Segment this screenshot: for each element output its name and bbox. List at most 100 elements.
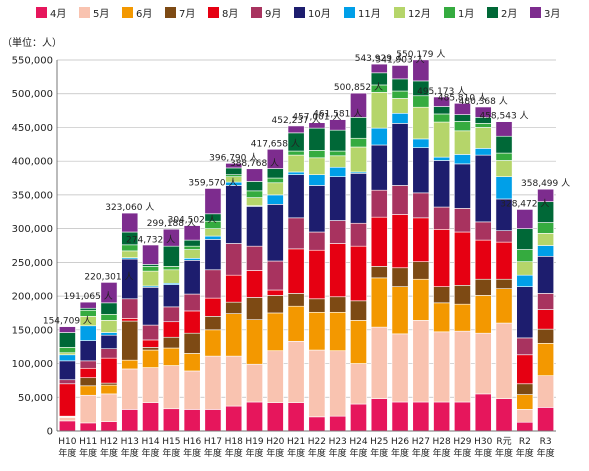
bar-segment-21-3 bbox=[495, 278, 513, 289]
y-tick-label: 550,000 bbox=[12, 56, 53, 67]
bar-segment-1-11 bbox=[79, 301, 97, 309]
bar-segment-11-11 bbox=[287, 125, 305, 134]
bar-segment-3-1 bbox=[121, 368, 139, 410]
bar-segment-9-4 bbox=[246, 270, 263, 298]
bar-segment-19-1 bbox=[454, 330, 471, 403]
bar-segment-11-5 bbox=[287, 217, 305, 250]
bar-segment-21-5 bbox=[495, 230, 513, 243]
bar-segment-20-1 bbox=[474, 332, 492, 395]
bar-segment-4-3 bbox=[142, 347, 159, 351]
bar-segment-11-8 bbox=[287, 154, 305, 173]
x-tick-label-7-0: H17 bbox=[204, 437, 222, 447]
x-tick-label-0-1: 年度 bbox=[58, 447, 76, 459]
bar-segment-15-2 bbox=[370, 277, 388, 328]
bar-segment-2-3 bbox=[100, 382, 118, 386]
bar-segment-5-6 bbox=[162, 284, 180, 308]
bar-segment-0-11 bbox=[58, 326, 76, 333]
bar-segment-4-0 bbox=[142, 402, 159, 432]
legend-swatch-5 bbox=[251, 7, 262, 18]
bar-segment-9-5 bbox=[246, 245, 263, 271]
bar-segment-4-9 bbox=[142, 266, 159, 272]
x-tick-label-21-1: 年度 bbox=[495, 447, 513, 459]
legend-label-4: 8月 bbox=[222, 8, 238, 20]
legend-label-8: 12月 bbox=[408, 8, 431, 20]
bar-segment-0-10 bbox=[58, 332, 76, 348]
legend-label-7: 11月 bbox=[358, 8, 381, 20]
bar-segment-5-5 bbox=[162, 306, 180, 323]
bar-segment-16-5 bbox=[391, 185, 409, 215]
bar-segment-3-8 bbox=[121, 250, 139, 258]
total-label-22: 328,472 人 bbox=[500, 198, 549, 209]
y-tick-label: 0 bbox=[47, 427, 53, 438]
bar-segment-21-4 bbox=[495, 241, 513, 280]
bar-segment-20-2 bbox=[474, 295, 492, 334]
legend-label-5: 9月 bbox=[265, 8, 281, 20]
bar-segment-18-5 bbox=[433, 206, 451, 230]
bar-segment-19-11 bbox=[454, 102, 471, 115]
x-tick-label-2-1: 年度 bbox=[100, 447, 118, 459]
legend-swatch-7 bbox=[344, 7, 355, 18]
legend-swatch-11 bbox=[530, 7, 541, 18]
bar-segment-0-9 bbox=[58, 347, 76, 354]
bar-segment-16-4 bbox=[391, 214, 409, 269]
bar-segment-9-8 bbox=[246, 197, 263, 207]
bar-segment-11-4 bbox=[287, 248, 305, 294]
bar-segment-2-8 bbox=[100, 320, 118, 333]
legend-label-6: 10月 bbox=[308, 8, 331, 20]
total-label-15: 543,929 人 bbox=[355, 53, 404, 64]
total-label-0: 154,709 人 bbox=[43, 316, 92, 327]
bar-segment-2-4 bbox=[100, 357, 118, 384]
bar-segment-7-6 bbox=[204, 239, 222, 271]
x-tick-label-4-0: H14 bbox=[141, 437, 159, 447]
bar-segment-21-10 bbox=[495, 135, 513, 154]
bar-segment-10-10 bbox=[266, 168, 284, 179]
bar-segment-22-5 bbox=[516, 337, 534, 356]
bar-segment-23-6 bbox=[537, 255, 555, 294]
bar-segment-7-5 bbox=[204, 269, 222, 299]
bar-segment-23-7 bbox=[537, 245, 555, 257]
y-tick-label: 500,000 bbox=[12, 89, 53, 100]
bar-segment-7-7 bbox=[204, 235, 222, 240]
bar-segment-8-11 bbox=[225, 163, 243, 169]
bar-segment-12-1 bbox=[308, 349, 326, 418]
bar-segment-4-4 bbox=[142, 339, 159, 348]
bar-segment-2-7 bbox=[100, 332, 118, 336]
bar-segment-2-9 bbox=[100, 314, 118, 321]
bar-segment-21-7 bbox=[495, 176, 513, 200]
x-tick-label-8-1: 年度 bbox=[225, 447, 243, 459]
x-tick-label-15-0: H25 bbox=[370, 437, 388, 447]
bar-segment-5-0 bbox=[162, 408, 180, 432]
total-label-1: 191,065 人 bbox=[64, 291, 113, 302]
bar-segment-15-1 bbox=[370, 326, 388, 399]
total-label-8: 396,790 人 bbox=[209, 152, 258, 163]
bar-segment-18-1 bbox=[433, 331, 451, 403]
bar-segment-17-0 bbox=[412, 401, 430, 432]
bar-segment-8-10 bbox=[225, 167, 243, 175]
bar-segment-15-11 bbox=[370, 63, 388, 74]
bar-segment-13-1 bbox=[329, 350, 347, 417]
bar-segment-1-6 bbox=[79, 340, 97, 362]
bar-segment-7-0 bbox=[204, 409, 222, 432]
bar-segment-14-10 bbox=[350, 117, 367, 139]
bar-segment-9-11 bbox=[246, 168, 263, 182]
x-tick-label-2-0: H12 bbox=[100, 437, 118, 447]
bar-segment-22-11 bbox=[516, 209, 534, 229]
bar-segment-1-7 bbox=[79, 325, 97, 341]
bar-segment-19-8 bbox=[454, 130, 471, 155]
bar-segment-5-11 bbox=[162, 228, 180, 247]
bar-segment-12-4 bbox=[308, 249, 326, 300]
total-label-11: 452,237 人 bbox=[272, 115, 321, 126]
bar-segment-13-0 bbox=[329, 415, 347, 432]
bar-segment-16-0 bbox=[391, 401, 409, 432]
legend-swatch-4 bbox=[208, 7, 219, 18]
total-label-9: 388,768 人 bbox=[230, 158, 279, 169]
bar-segment-12-5 bbox=[308, 231, 326, 251]
bar-segment-18-3 bbox=[433, 286, 451, 304]
bar-segment-16-10 bbox=[391, 78, 409, 92]
bar-segment-6-3 bbox=[183, 332, 201, 354]
bar-segment-7-8 bbox=[204, 228, 222, 237]
x-tick-label-11-0: H21 bbox=[287, 437, 305, 447]
bar-segment-20-11 bbox=[474, 106, 492, 118]
bar-segment-0-6 bbox=[58, 360, 76, 381]
bar-segment-8-9 bbox=[225, 174, 243, 177]
